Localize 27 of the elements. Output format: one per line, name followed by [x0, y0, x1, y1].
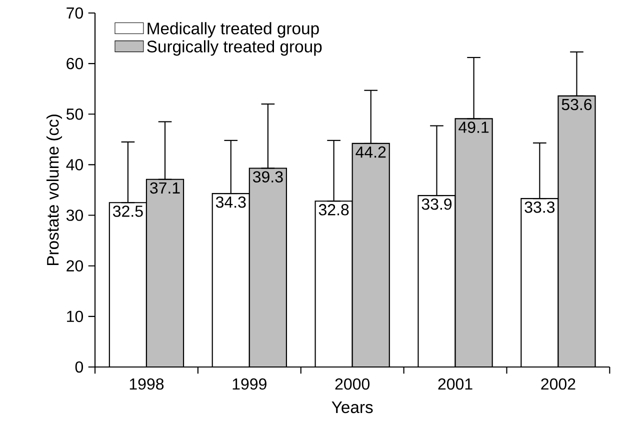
y-tick-label: 50 — [66, 108, 84, 120]
data-label: 49.1 — [458, 122, 489, 133]
data-label: 53.6 — [562, 98, 592, 110]
x-tick-label: 1998 — [130, 378, 164, 390]
data-label: 33.3 — [524, 202, 555, 213]
data-label: 33.9 — [422, 198, 452, 210]
legend-label: Surgically treated group — [147, 40, 322, 56]
x-tick-label: 2001 — [438, 378, 472, 390]
y-tick-label: 60 — [66, 58, 84, 70]
x-tick-label: 2000 — [335, 378, 370, 390]
y-tick-label: 30 — [66, 210, 84, 221]
x-axis-title: Years — [332, 402, 373, 414]
data-label: 32.8 — [318, 204, 349, 216]
legend-label: Medically treated group — [148, 22, 319, 38]
data-label: 34.3 — [216, 196, 246, 208]
data-label: 37.1 — [150, 182, 180, 194]
data-label: 32.5 — [112, 206, 143, 217]
data-label: 39.3 — [252, 171, 283, 182]
x-tick-label: 2002 — [541, 378, 576, 390]
y-tick-label: 40 — [66, 159, 84, 170]
y-tick-label: 0 — [75, 361, 84, 373]
y-tick-label: 10 — [67, 310, 84, 322]
y-tick-label: 70 — [66, 7, 84, 19]
y-tick-label: 20 — [66, 260, 84, 272]
x-tick-label: 1999 — [232, 378, 266, 390]
y-axis-title: Prostate volume (cc) — [46, 114, 62, 266]
data-label: 44.2 — [356, 146, 386, 158]
